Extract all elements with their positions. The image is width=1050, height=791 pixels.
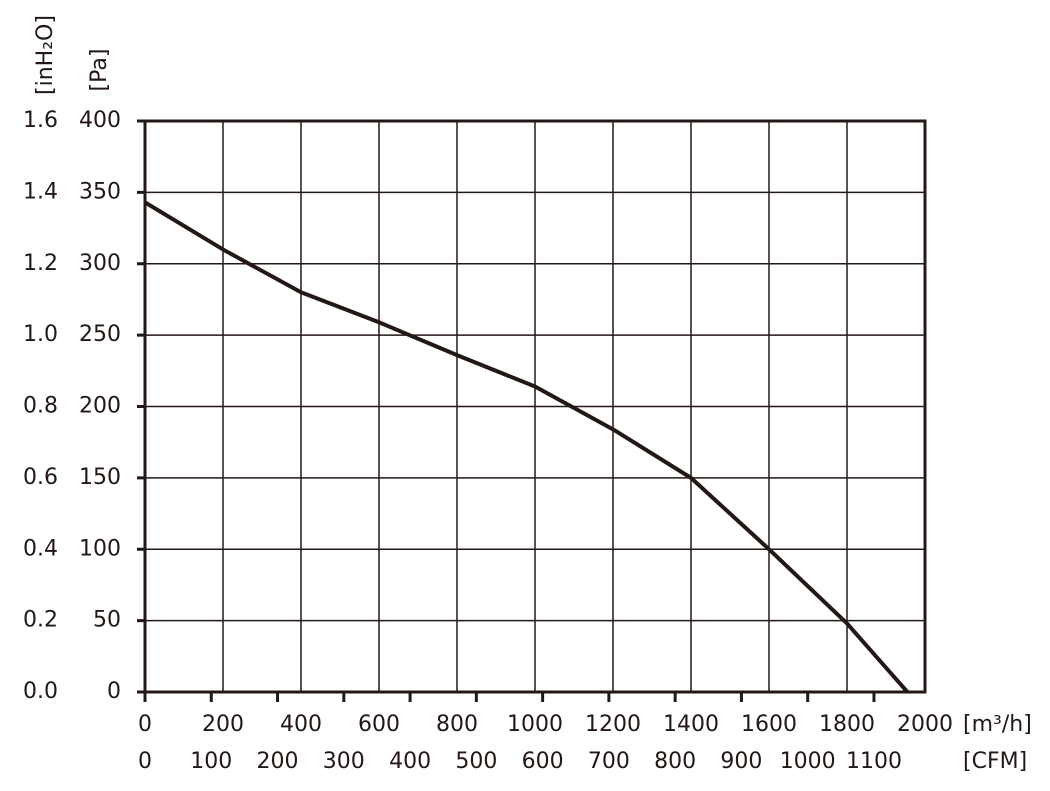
x2-tick-label: 600 xyxy=(522,749,564,774)
x-tick-label: 1000 xyxy=(507,712,563,737)
y2-axis-label: [inH₂O] xyxy=(33,15,58,95)
y-tick-label: 150 xyxy=(79,465,121,490)
x-tick-label: 1600 xyxy=(741,712,797,737)
x-tick-label: 1800 xyxy=(819,712,875,737)
x2-tick-label: 700 xyxy=(588,749,630,774)
x2-tick-label: 900 xyxy=(720,749,762,774)
x2-tick-label: 300 xyxy=(323,749,365,774)
x2-tick-label: 0 xyxy=(138,749,152,774)
y2-tick-label: 0.0 xyxy=(23,679,58,704)
y-tick-label: 0 xyxy=(107,679,121,704)
y-axis-label: [Pa] xyxy=(87,49,112,92)
y-tick-label: 100 xyxy=(79,536,121,561)
x-tick-label: 400 xyxy=(280,712,322,737)
x2-tick-label: 1100 xyxy=(846,749,902,774)
y-tick-label: 350 xyxy=(79,179,121,204)
x2-tick-label: 800 xyxy=(654,749,696,774)
y2-tick-label: 1.2 xyxy=(23,251,58,276)
y2-tick-label: 1.0 xyxy=(23,322,58,347)
y2-tick-label: 1.4 xyxy=(23,179,58,204)
y2-tick-label: 1.6 xyxy=(23,108,58,133)
y2-tick-label: 0.2 xyxy=(23,608,58,633)
x-tick-label: 600 xyxy=(358,712,400,737)
x-tick-label: 800 xyxy=(436,712,478,737)
x-tick-label: 0 xyxy=(138,712,152,737)
y-tick-label: 300 xyxy=(79,251,121,276)
y-tick-label: 400 xyxy=(79,108,121,133)
y-tick-label: 50 xyxy=(93,608,121,633)
y2-tick-label: 0.6 xyxy=(23,465,58,490)
x2-tick-label: 500 xyxy=(455,749,497,774)
x-tick-label: 1200 xyxy=(585,712,641,737)
y2-tick-label: 0.8 xyxy=(23,394,58,419)
curve xyxy=(143,200,909,694)
x2-tick-label: 100 xyxy=(190,749,232,774)
x2-tick-label: 1000 xyxy=(780,749,836,774)
x-tick-label: 2000 xyxy=(897,712,953,737)
y-tick-label: 250 xyxy=(79,322,121,347)
x2-tick-label: 400 xyxy=(389,749,431,774)
x-axis-label: [m³/h] xyxy=(963,712,1032,737)
x2-tick-label: 200 xyxy=(257,749,299,774)
y2-tick-label: 0.4 xyxy=(23,536,58,561)
y-tick-label: 200 xyxy=(79,394,121,419)
x-tick-label: 1400 xyxy=(663,712,719,737)
x2-axis-label: [CFM] xyxy=(963,749,1027,774)
x-tick-label: 200 xyxy=(202,712,244,737)
plot-frame xyxy=(143,119,927,694)
